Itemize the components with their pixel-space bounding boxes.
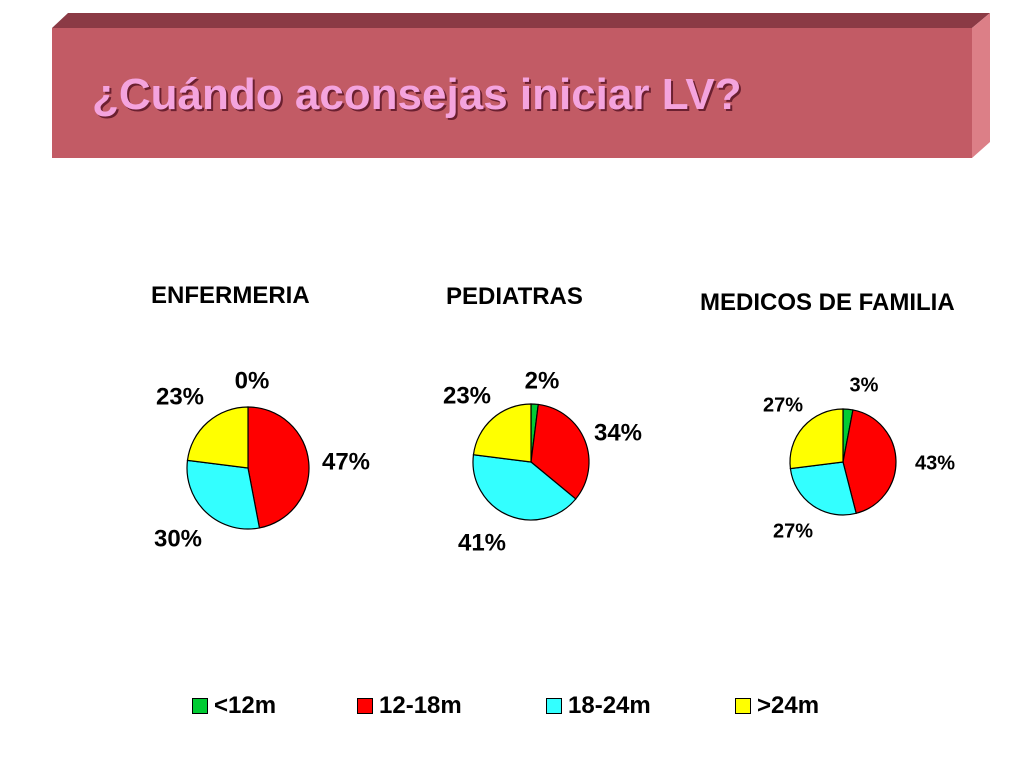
data-label-12-18m: 34% (594, 419, 642, 446)
legend-label: <12m (214, 692, 277, 719)
pie-slice-gt-24m (186, 406, 249, 469)
legend-swatch (357, 698, 373, 714)
chart-title-pediatras: PEDIATRAS (446, 283, 583, 310)
data-label-18-24m: 27% (773, 520, 813, 542)
legend-item-12-18m: 12-18m (357, 688, 462, 724)
legend-item-gt-24m: >24m (735, 688, 819, 724)
pie-slice-12-18m (530, 403, 590, 500)
data-label-gt-24m: 27% (763, 394, 803, 416)
data-label-18-24m: 41% (458, 529, 506, 556)
chart-title-medicos-de-familia: MEDICOS DE FAMILIA (700, 289, 955, 316)
data-label-gt-24m: 23% (156, 383, 204, 410)
chart-legend: <12m 12-18m 18-24m >24m (0, 688, 1024, 724)
data-label-12-18m: 43% (915, 452, 955, 474)
legend-label: 12-18m (379, 692, 462, 719)
legend-swatch (735, 698, 751, 714)
pie-slice-18-24m (472, 454, 577, 521)
data-label-lt-12m: 3% (850, 374, 879, 396)
pie-slice-gt-24m (472, 403, 532, 463)
slide-title: ¿Cuándo aconsejas iniciar LV? (92, 70, 742, 119)
data-label-lt-12m: 2% (525, 367, 560, 394)
data-label-gt-24m: 23% (443, 382, 491, 409)
title-banner (52, 13, 990, 158)
chart-title-enfermeria: ENFERMERIA (151, 282, 310, 309)
banner-top-face (52, 13, 990, 28)
legend-item-lt-12m: <12m (192, 688, 276, 724)
pie-slice-12-18m (247, 406, 310, 529)
legend-item-18-24m: 18-24m (546, 688, 651, 724)
legend-label: >24m (757, 692, 820, 719)
data-label-18-24m: 30% (154, 525, 202, 552)
legend-swatch (192, 698, 208, 714)
pie-slice-gt-24m (789, 408, 844, 470)
pie-slice-12-18m (842, 409, 897, 515)
legend-swatch (546, 698, 562, 714)
data-label-lt-12m: 0% (235, 367, 270, 394)
pie-slice-18-24m (186, 459, 261, 530)
legend-label: 18-24m (568, 692, 651, 719)
data-label-12-18m: 47% (322, 448, 370, 475)
banner-side-face (972, 13, 990, 158)
banner-front-face (52, 28, 972, 158)
pie-slice-18-24m (789, 461, 857, 516)
